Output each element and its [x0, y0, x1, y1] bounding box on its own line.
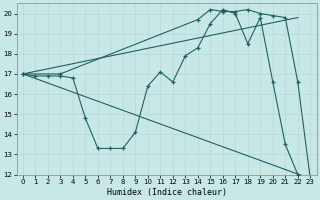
X-axis label: Humidex (Indice chaleur): Humidex (Indice chaleur)	[107, 188, 227, 197]
